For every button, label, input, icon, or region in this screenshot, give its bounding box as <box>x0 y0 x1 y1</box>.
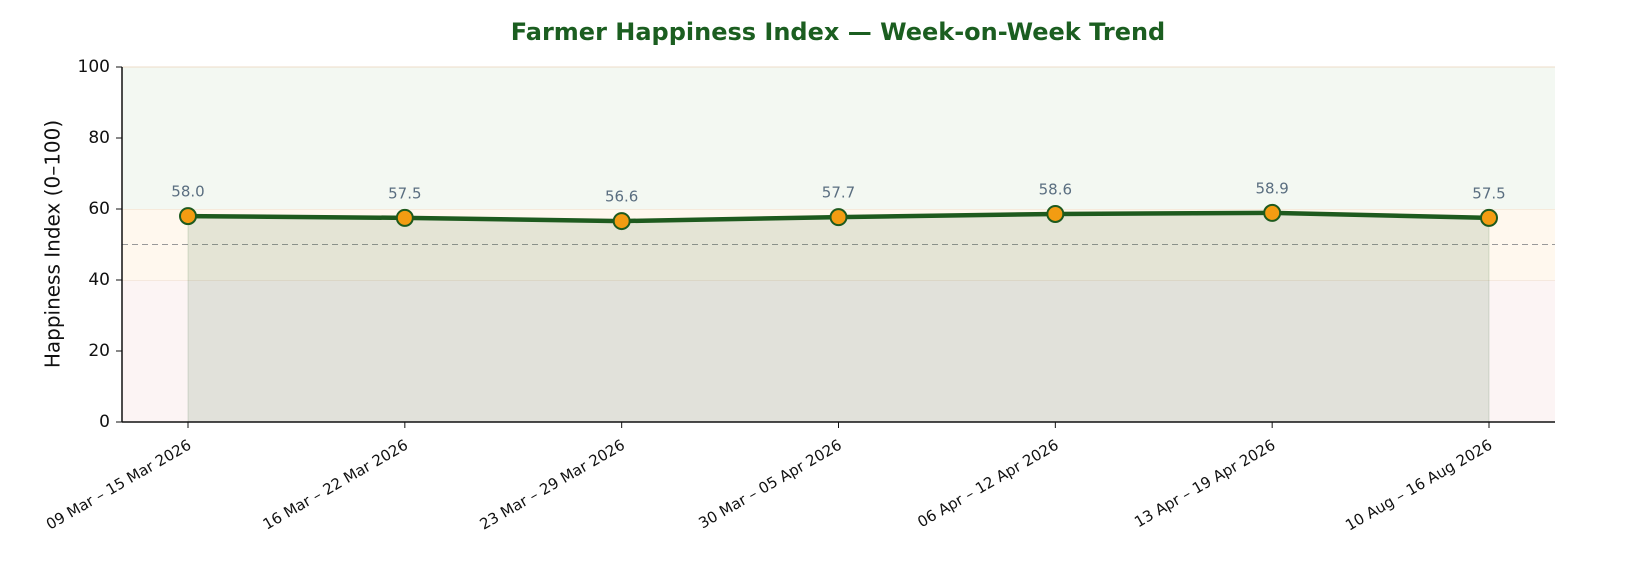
marker <box>612 212 631 231</box>
x-tick-label: 13 Apr – 19 Apr 2026 <box>1131 436 1278 531</box>
x-tick-label: 30 Mar – 05 Apr 2026 <box>695 436 844 533</box>
y-axis-label: Happiness Index (0–100) <box>41 120 65 368</box>
y-tick-label: 100 <box>78 57 110 77</box>
y-tick-label: 0 <box>99 412 110 432</box>
band <box>122 280 1555 422</box>
marker <box>1263 203 1282 222</box>
area <box>187 212 1490 423</box>
marker <box>1046 204 1065 223</box>
value-label: 58.9 <box>1255 179 1288 197</box>
chart-title: Farmer Happiness Index — Week-on-Week Tr… <box>511 18 1165 46</box>
x-tick-label: 23 Mar – 29 Mar 2026 <box>477 436 628 534</box>
y-tick-label: 20 <box>88 341 110 361</box>
band <box>122 67 1555 209</box>
value-label: 58.6 <box>1039 180 1072 198</box>
marker <box>1480 208 1498 227</box>
x-tick-label: 10 Aug – 16 Aug 2026 <box>1342 436 1495 535</box>
y-tick-label: 80 <box>88 128 110 148</box>
x-tick-label: 16 Mar – 22 Mar 2026 <box>260 436 411 534</box>
marker <box>395 208 414 227</box>
value-label: 56.6 <box>605 188 638 206</box>
value-label: 57.5 <box>1472 184 1505 202</box>
y-tick-label: 60 <box>88 199 110 219</box>
x-tick-label: 06 Apr – 12 Apr 2026 <box>914 436 1061 531</box>
marker <box>179 207 197 226</box>
value-label: 57.7 <box>822 184 855 202</box>
value-label: 58.0 <box>171 183 204 201</box>
marker <box>829 208 848 227</box>
y-tick-label: 40 <box>88 270 110 290</box>
x-tick-label: 09 Mar – 15 Mar 2026 <box>43 436 194 534</box>
value-label: 57.5 <box>388 184 421 202</box>
